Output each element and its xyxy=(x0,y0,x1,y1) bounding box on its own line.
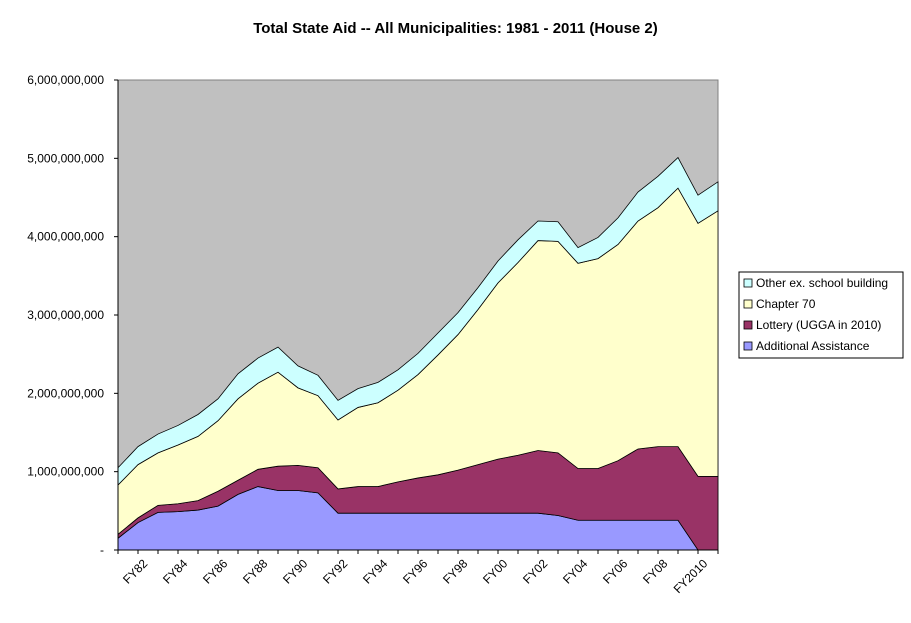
legend-swatch xyxy=(743,341,753,351)
x-tick-label: FY92 xyxy=(320,556,350,586)
x-tick-label: FY82 xyxy=(120,556,150,586)
x-tick-label: FY84 xyxy=(160,556,190,586)
legend-swatch xyxy=(743,278,753,288)
x-tick-label: FY94 xyxy=(360,556,390,586)
area-series-3 xyxy=(117,156,719,486)
y-tick-label: 5,000,000,000 xyxy=(27,151,104,165)
y-tick-label: 4,000,000,000 xyxy=(27,230,104,244)
legend-swatch xyxy=(743,299,753,309)
x-tick-label: FY86 xyxy=(200,556,230,586)
legend-label: Additional Assistance xyxy=(756,339,870,353)
x-tick-label: FY88 xyxy=(240,556,270,586)
x-tick-label: FY06 xyxy=(600,556,630,586)
x-tick-label: FY08 xyxy=(640,556,670,586)
x-tick-label: FY90 xyxy=(280,556,310,586)
y-tick-label: - xyxy=(100,543,104,557)
chart-title: Total State Aid -- All Municipalities: 1… xyxy=(253,20,658,37)
legend-label: Chapter 70 xyxy=(756,297,816,311)
y-tick-label: 1,000,000,000 xyxy=(27,465,104,479)
x-tick-label: FY04 xyxy=(560,556,590,586)
x-tick-label: FY00 xyxy=(480,556,510,586)
legend-label: Lottery (UGGA in 2010) xyxy=(756,318,881,332)
legend-swatch xyxy=(743,320,753,330)
legend xyxy=(738,271,904,359)
y-tick-label: 3,000,000,000 xyxy=(27,308,104,322)
x-tick-label: FY02 xyxy=(520,556,550,586)
x-tick-label: FY96 xyxy=(400,556,430,586)
legend-label: Other ex. school building xyxy=(756,276,888,290)
x-tick-label: FY2010 xyxy=(671,556,711,596)
x-tick-label: FY98 xyxy=(440,556,470,586)
y-tick-label: 2,000,000,000 xyxy=(27,386,104,400)
y-tick-label: 6,000,000,000 xyxy=(27,73,104,87)
